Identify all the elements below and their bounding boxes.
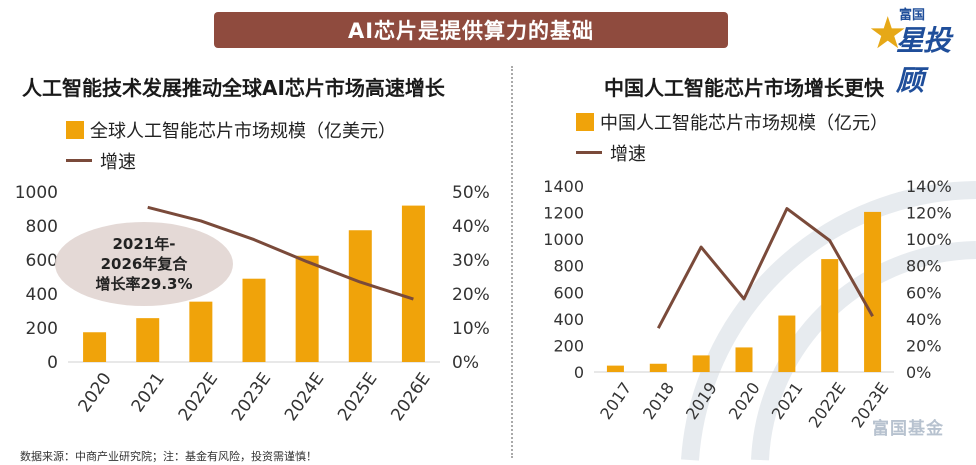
legend-line-swatch [66, 159, 92, 162]
y-right-tick-label: 140% [906, 177, 952, 196]
y-left-tick-label: 600 [553, 283, 584, 302]
bar [778, 315, 796, 372]
bar [735, 347, 753, 372]
watermark-text: 富国基金 [872, 419, 944, 439]
bar [348, 230, 372, 362]
y-left-tick-label: 1200 [543, 204, 584, 223]
y-right-tick-label: 10% [452, 319, 490, 339]
x-category-label: 2019 [682, 379, 721, 423]
growth-line [147, 205, 414, 301]
x-category-label: 2026E [387, 369, 434, 425]
bar [242, 278, 266, 362]
bar [83, 332, 107, 362]
y-left-tick-label: 800 [553, 257, 584, 276]
legend-line-swatch [576, 151, 602, 154]
legend-bar-label: 中国人工智能芯片市场规模（亿元） [600, 112, 888, 134]
footnote: 数据来源：中商产业研究院；注：基金有风险，投资需谨慎！ [20, 450, 317, 463]
x-category-label: 2018 [639, 379, 678, 423]
y-left-tick-label: 1000 [15, 183, 58, 203]
cagr-line-1: 2021年- [112, 235, 176, 253]
x-category-label: 2025E [334, 369, 381, 425]
bar [606, 365, 624, 372]
y-left-tick-label: 400 [553, 310, 584, 329]
x-category-label: 2017 [596, 379, 635, 423]
y-right-tick-label: 40% [452, 217, 490, 237]
chart1-legend: 全球人工智能芯片市场规模（亿美元） 增速 [66, 114, 396, 176]
legend-line-label: 增速 [610, 143, 646, 165]
y-right-tick-label: 30% [452, 251, 490, 271]
y-right-tick-label: 100% [906, 230, 952, 249]
bar [401, 205, 425, 362]
bar [189, 301, 213, 362]
logo-small-text: 富国 [899, 8, 926, 23]
y-right-tick-label: 0% [452, 353, 479, 373]
x-category-label: 2022E [175, 369, 222, 425]
y-right-tick-label: 20% [452, 285, 490, 305]
x-category-label: 2021 [128, 369, 169, 416]
divider [511, 66, 513, 458]
legend-line-label: 增速 [100, 151, 136, 173]
logo-big-text: 星投顾 [896, 24, 951, 97]
y-left-tick-label: 1000 [543, 230, 584, 249]
brand-logo: ★ 富国 星投顾 [868, 4, 972, 97]
chart2-legend: 中国人工智能芯片市场规模（亿元） 增速 [576, 106, 888, 168]
legend-bar-swatch [66, 120, 84, 139]
y-right-tick-label: 60% [906, 283, 942, 302]
chart1-title: 人工智能技术发展推动全球AI芯片市场高速增长 [22, 76, 445, 100]
y-right-tick-label: 0% [906, 363, 931, 382]
y-left-tick-label: 0 [574, 363, 584, 382]
y-right-tick-label: 20% [906, 336, 942, 355]
x-category-label: 2023E [228, 369, 275, 425]
y-right-tick-label: 80% [906, 257, 942, 276]
star-icon: ★ [868, 8, 908, 59]
growth-line [656, 207, 874, 329]
y-left-tick-label: 400 [26, 285, 58, 305]
cagr-annotation: 2021年- 2026年复合 增长率29.3% [55, 222, 233, 306]
bar [649, 363, 667, 372]
y-left-tick-label: 600 [26, 251, 58, 271]
y-left-tick-label: 200 [553, 336, 584, 355]
bar [295, 255, 319, 362]
x-category-label: 2024E [281, 369, 328, 425]
legend-bar-label: 全球人工智能芯片市场规模（亿美元） [90, 120, 396, 142]
bar [692, 355, 710, 372]
y-left-tick-label: 0 [47, 353, 58, 373]
y-right-tick-label: 40% [906, 310, 942, 329]
y-left-tick-label: 1400 [543, 177, 584, 196]
bar [821, 259, 839, 372]
bar [864, 211, 882, 372]
cagr-line-3: 增长率29.3% [95, 275, 193, 293]
x-category-label: 2022E [805, 379, 850, 432]
y-right-tick-label: 120% [906, 204, 952, 223]
y-right-tick-label: 50% [452, 183, 490, 203]
bar [136, 318, 160, 362]
banner-title: AI芯片是提供算力的基础 [214, 12, 728, 48]
legend-bar-swatch [576, 112, 594, 131]
x-category-label: 2020 [75, 369, 116, 416]
chart2-title: 中国人工智能芯片市场增长更快 [604, 76, 884, 100]
cagr-line-2: 2026年复合 [100, 255, 188, 273]
y-left-tick-label: 800 [26, 217, 58, 237]
y-left-tick-label: 200 [26, 319, 58, 339]
